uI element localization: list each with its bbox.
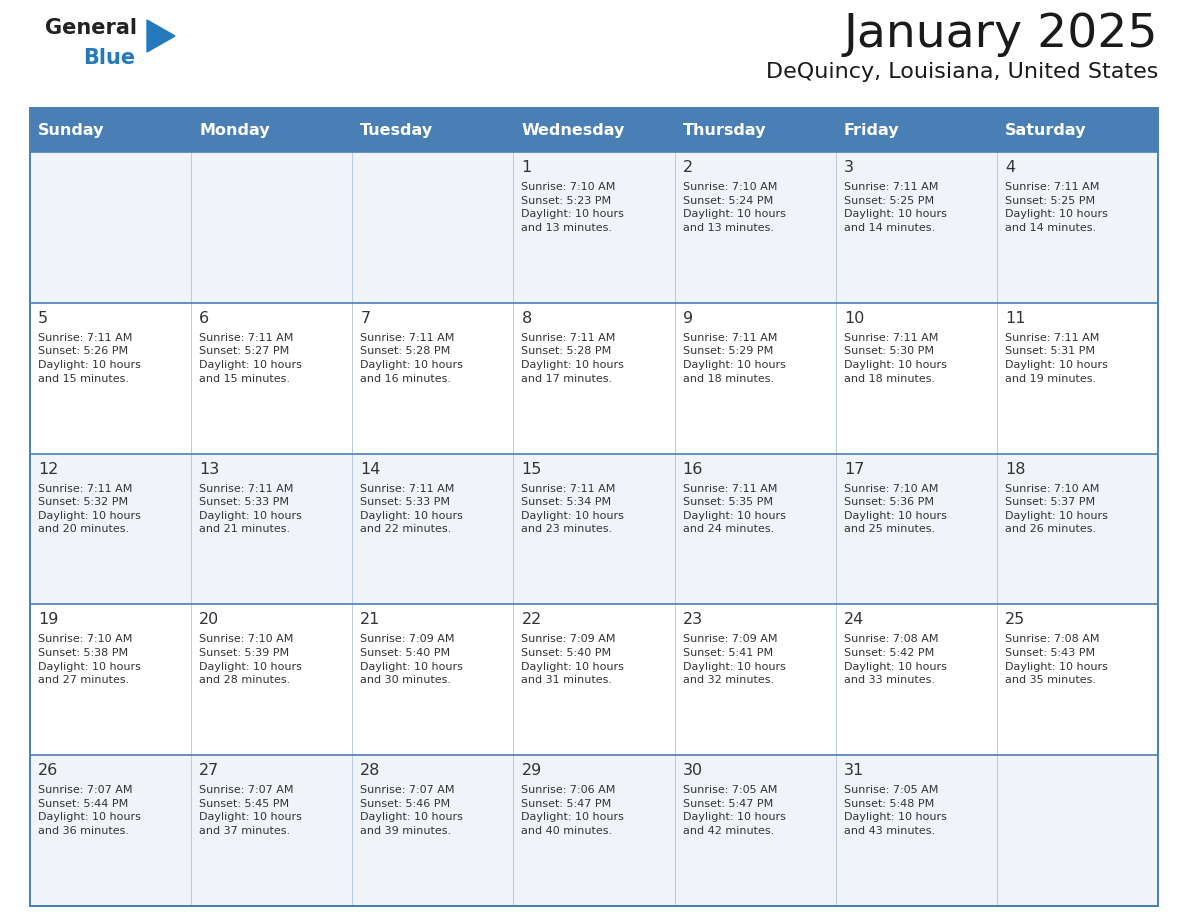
- Text: Sunrise: 7:07 AM
Sunset: 5:46 PM
Daylight: 10 hours
and 39 minutes.: Sunrise: 7:07 AM Sunset: 5:46 PM Dayligh…: [360, 785, 463, 836]
- Text: 17: 17: [843, 462, 864, 476]
- Text: Sunrise: 7:05 AM
Sunset: 5:48 PM
Daylight: 10 hours
and 43 minutes.: Sunrise: 7:05 AM Sunset: 5:48 PM Dayligh…: [843, 785, 947, 836]
- Text: Monday: Monday: [200, 122, 270, 138]
- Text: 10: 10: [843, 311, 864, 326]
- Text: 22: 22: [522, 612, 542, 627]
- Text: January 2025: January 2025: [843, 12, 1158, 57]
- Text: 31: 31: [843, 763, 864, 778]
- Text: Sunrise: 7:09 AM
Sunset: 5:41 PM
Daylight: 10 hours
and 32 minutes.: Sunrise: 7:09 AM Sunset: 5:41 PM Dayligh…: [683, 634, 785, 685]
- Text: 2: 2: [683, 160, 693, 175]
- Text: Sunrise: 7:10 AM
Sunset: 5:37 PM
Daylight: 10 hours
and 26 minutes.: Sunrise: 7:10 AM Sunset: 5:37 PM Dayligh…: [1005, 484, 1107, 534]
- Text: Sunrise: 7:10 AM
Sunset: 5:36 PM
Daylight: 10 hours
and 25 minutes.: Sunrise: 7:10 AM Sunset: 5:36 PM Dayligh…: [843, 484, 947, 534]
- Text: 18: 18: [1005, 462, 1025, 476]
- Text: Sunrise: 7:06 AM
Sunset: 5:47 PM
Daylight: 10 hours
and 40 minutes.: Sunrise: 7:06 AM Sunset: 5:47 PM Dayligh…: [522, 785, 625, 836]
- Text: Saturday: Saturday: [1005, 122, 1086, 138]
- Text: Sunrise: 7:09 AM
Sunset: 5:40 PM
Daylight: 10 hours
and 30 minutes.: Sunrise: 7:09 AM Sunset: 5:40 PM Dayligh…: [360, 634, 463, 685]
- Text: Tuesday: Tuesday: [360, 122, 434, 138]
- Text: Sunrise: 7:07 AM
Sunset: 5:45 PM
Daylight: 10 hours
and 37 minutes.: Sunrise: 7:07 AM Sunset: 5:45 PM Dayligh…: [200, 785, 302, 836]
- Text: 6: 6: [200, 311, 209, 326]
- Text: Sunrise: 7:11 AM
Sunset: 5:25 PM
Daylight: 10 hours
and 14 minutes.: Sunrise: 7:11 AM Sunset: 5:25 PM Dayligh…: [1005, 182, 1107, 233]
- Text: Thursday: Thursday: [683, 122, 766, 138]
- Text: Sunrise: 7:05 AM
Sunset: 5:47 PM
Daylight: 10 hours
and 42 minutes.: Sunrise: 7:05 AM Sunset: 5:47 PM Dayligh…: [683, 785, 785, 836]
- Text: Sunrise: 7:11 AM
Sunset: 5:26 PM
Daylight: 10 hours
and 15 minutes.: Sunrise: 7:11 AM Sunset: 5:26 PM Dayligh…: [38, 333, 141, 384]
- Text: 3: 3: [843, 160, 854, 175]
- Text: General: General: [45, 18, 137, 38]
- Text: DeQuincy, Louisiana, United States: DeQuincy, Louisiana, United States: [765, 62, 1158, 82]
- Bar: [30, 303, 1158, 453]
- Text: 29: 29: [522, 763, 542, 778]
- Text: 4: 4: [1005, 160, 1015, 175]
- Text: Sunrise: 7:10 AM
Sunset: 5:23 PM
Daylight: 10 hours
and 13 minutes.: Sunrise: 7:10 AM Sunset: 5:23 PM Dayligh…: [522, 182, 625, 233]
- Bar: [30, 453, 1158, 604]
- Text: 25: 25: [1005, 612, 1025, 627]
- Text: Sunrise: 7:10 AM
Sunset: 5:39 PM
Daylight: 10 hours
and 28 minutes.: Sunrise: 7:10 AM Sunset: 5:39 PM Dayligh…: [200, 634, 302, 685]
- Text: Wednesday: Wednesday: [522, 122, 625, 138]
- Text: 14: 14: [360, 462, 380, 476]
- Text: Sunrise: 7:08 AM
Sunset: 5:43 PM
Daylight: 10 hours
and 35 minutes.: Sunrise: 7:08 AM Sunset: 5:43 PM Dayligh…: [1005, 634, 1107, 685]
- Text: Sunrise: 7:11 AM
Sunset: 5:30 PM
Daylight: 10 hours
and 18 minutes.: Sunrise: 7:11 AM Sunset: 5:30 PM Dayligh…: [843, 333, 947, 384]
- Text: Sunrise: 7:11 AM
Sunset: 5:33 PM
Daylight: 10 hours
and 22 minutes.: Sunrise: 7:11 AM Sunset: 5:33 PM Dayligh…: [360, 484, 463, 534]
- Text: Sunrise: 7:10 AM
Sunset: 5:24 PM
Daylight: 10 hours
and 13 minutes.: Sunrise: 7:10 AM Sunset: 5:24 PM Dayligh…: [683, 182, 785, 233]
- Text: Sunrise: 7:11 AM
Sunset: 5:28 PM
Daylight: 10 hours
and 16 minutes.: Sunrise: 7:11 AM Sunset: 5:28 PM Dayligh…: [360, 333, 463, 384]
- Text: Sunrise: 7:08 AM
Sunset: 5:42 PM
Daylight: 10 hours
and 33 minutes.: Sunrise: 7:08 AM Sunset: 5:42 PM Dayligh…: [843, 634, 947, 685]
- Polygon shape: [147, 20, 175, 52]
- Text: 27: 27: [200, 763, 220, 778]
- Text: 23: 23: [683, 612, 703, 627]
- Bar: [30, 108, 1158, 152]
- Bar: [30, 152, 1158, 303]
- Text: 21: 21: [360, 612, 380, 627]
- Text: 5: 5: [38, 311, 49, 326]
- Text: 13: 13: [200, 462, 220, 476]
- Text: Sunrise: 7:07 AM
Sunset: 5:44 PM
Daylight: 10 hours
and 36 minutes.: Sunrise: 7:07 AM Sunset: 5:44 PM Dayligh…: [38, 785, 141, 836]
- Text: 7: 7: [360, 311, 371, 326]
- Text: Sunrise: 7:11 AM
Sunset: 5:34 PM
Daylight: 10 hours
and 23 minutes.: Sunrise: 7:11 AM Sunset: 5:34 PM Dayligh…: [522, 484, 625, 534]
- Bar: [30, 108, 1158, 906]
- Text: Sunrise: 7:09 AM
Sunset: 5:40 PM
Daylight: 10 hours
and 31 minutes.: Sunrise: 7:09 AM Sunset: 5:40 PM Dayligh…: [522, 634, 625, 685]
- Text: Sunrise: 7:11 AM
Sunset: 5:32 PM
Daylight: 10 hours
and 20 minutes.: Sunrise: 7:11 AM Sunset: 5:32 PM Dayligh…: [38, 484, 141, 534]
- Text: 8: 8: [522, 311, 532, 326]
- Bar: [30, 604, 1158, 756]
- Text: Sunrise: 7:11 AM
Sunset: 5:27 PM
Daylight: 10 hours
and 15 minutes.: Sunrise: 7:11 AM Sunset: 5:27 PM Dayligh…: [200, 333, 302, 384]
- Text: Sunrise: 7:11 AM
Sunset: 5:28 PM
Daylight: 10 hours
and 17 minutes.: Sunrise: 7:11 AM Sunset: 5:28 PM Dayligh…: [522, 333, 625, 384]
- Text: 20: 20: [200, 612, 220, 627]
- Text: 16: 16: [683, 462, 703, 476]
- Text: Blue: Blue: [83, 48, 135, 68]
- Text: 30: 30: [683, 763, 703, 778]
- Text: 9: 9: [683, 311, 693, 326]
- Text: Sunrise: 7:11 AM
Sunset: 5:25 PM
Daylight: 10 hours
and 14 minutes.: Sunrise: 7:11 AM Sunset: 5:25 PM Dayligh…: [843, 182, 947, 233]
- Text: 24: 24: [843, 612, 864, 627]
- Text: Sunrise: 7:11 AM
Sunset: 5:33 PM
Daylight: 10 hours
and 21 minutes.: Sunrise: 7:11 AM Sunset: 5:33 PM Dayligh…: [200, 484, 302, 534]
- Text: Friday: Friday: [843, 122, 899, 138]
- Text: Sunrise: 7:11 AM
Sunset: 5:35 PM
Daylight: 10 hours
and 24 minutes.: Sunrise: 7:11 AM Sunset: 5:35 PM Dayligh…: [683, 484, 785, 534]
- Text: 28: 28: [360, 763, 380, 778]
- Text: 12: 12: [38, 462, 58, 476]
- Text: Sunrise: 7:11 AM
Sunset: 5:29 PM
Daylight: 10 hours
and 18 minutes.: Sunrise: 7:11 AM Sunset: 5:29 PM Dayligh…: [683, 333, 785, 384]
- Text: Sunrise: 7:10 AM
Sunset: 5:38 PM
Daylight: 10 hours
and 27 minutes.: Sunrise: 7:10 AM Sunset: 5:38 PM Dayligh…: [38, 634, 141, 685]
- Text: 11: 11: [1005, 311, 1025, 326]
- Text: 15: 15: [522, 462, 542, 476]
- Bar: [30, 756, 1158, 906]
- Text: 1: 1: [522, 160, 532, 175]
- Text: 19: 19: [38, 612, 58, 627]
- Text: Sunrise: 7:11 AM
Sunset: 5:31 PM
Daylight: 10 hours
and 19 minutes.: Sunrise: 7:11 AM Sunset: 5:31 PM Dayligh…: [1005, 333, 1107, 384]
- Text: Sunday: Sunday: [38, 122, 105, 138]
- Text: 26: 26: [38, 763, 58, 778]
